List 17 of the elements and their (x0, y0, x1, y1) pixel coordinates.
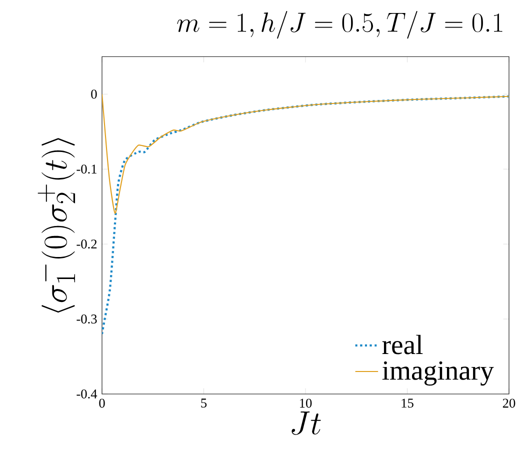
x-tick-label: 5 (201, 398, 207, 408)
y-tick-label: -0.4 (76, 389, 98, 399)
y-tick-label: -0.2 (76, 240, 97, 249)
y-tick-label: -0.3 (76, 314, 97, 324)
y-axis-title: $\langle \sigma_1^-(0)\sigma_2^+(t) \rangle$ (38, 138, 76, 313)
x-tick-label: 20 (502, 398, 516, 408)
chart-title: $m = 1, h/J = 0.5, T/J = 0.1$ (177, 11, 502, 39)
y-tick-label: 0 (91, 90, 97, 99)
y-tick-label: -0.1 (76, 164, 96, 174)
legend-label: imaginary (382, 361, 494, 386)
x-tick-label: 10 (300, 398, 312, 408)
x-tick-label: 0 (99, 398, 105, 408)
x-tick-label: 15 (402, 398, 414, 408)
line-series (102, 94, 509, 214)
x-axis-title: $Jt$ (292, 412, 321, 435)
line-series (102, 95, 509, 336)
legend-label: real (382, 334, 423, 354)
